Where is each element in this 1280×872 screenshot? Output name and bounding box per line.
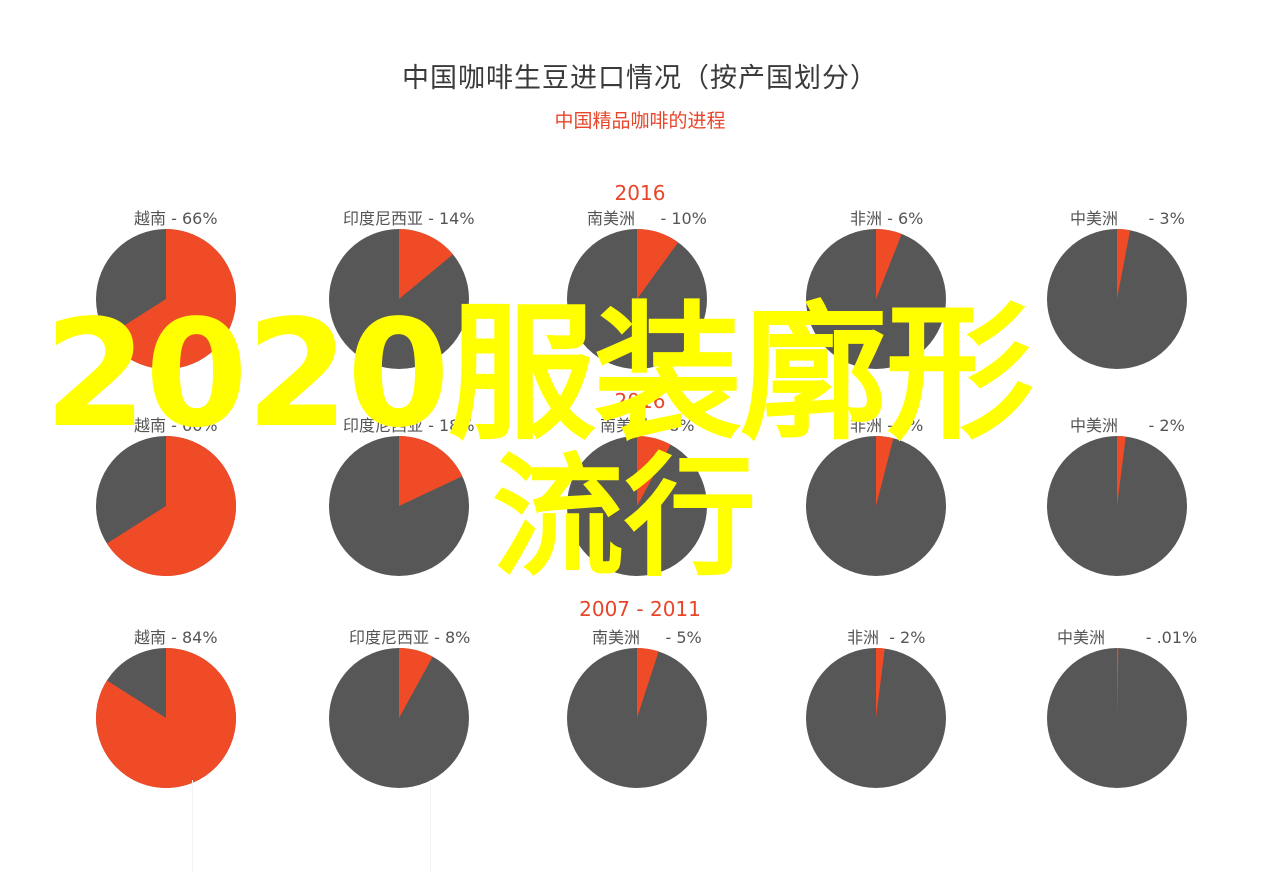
pie-label: 中美洲 - .01% [1057,624,1197,648]
label-separator: - [635,209,672,228]
divider-line [192,780,193,872]
label-separator: - [423,209,439,228]
period-label: 2016 [614,389,666,413]
pie-chart [329,436,469,576]
label-separator: - [882,416,898,435]
pie-label: 印度尼西亚 - 8% [349,624,470,648]
pie-chart [96,229,237,369]
pie-share-slice [106,436,237,576]
pie-label: 非洲 - 4% [850,412,923,436]
label-separator: - [1118,209,1160,228]
pie-share-slice [106,229,237,369]
chart-title: 中国咖啡生豆进口情况（按产国划分） [402,63,878,94]
period-label: 2007 - 2011 [579,597,701,621]
pie-label: 越南 - 66% [134,205,218,229]
label-separator: - [166,416,182,435]
country-name: 非洲 [850,416,883,435]
label-separator: - [166,209,182,228]
chart-subtitle: 中国精品咖啡的进程 [554,110,726,132]
pie-label: 南美洲 - 5% [592,624,702,648]
pie-chart [567,436,707,576]
share-value: 6% [897,209,924,228]
country-name: 非洲 [850,209,883,228]
pie-chart [806,436,946,576]
share-value: 4% [897,416,924,435]
pie-share-slice [399,436,463,506]
country-name: 印度尼西亚 [343,209,424,228]
pie-chart [96,648,237,788]
pie-share-slice [876,229,902,299]
pie-chart [329,229,469,369]
share-value: 14% [438,209,475,228]
pie-chart [329,648,469,788]
label-separator: - [1105,628,1157,647]
label-separator: - [1118,416,1160,435]
pie-label: 南美洲 - 8% [600,412,694,436]
pie-label: 非洲 - 2% [847,624,925,648]
country-name: 越南 [134,628,167,647]
pie-label: 中美洲 - 2% [1070,412,1185,436]
share-value: 3% [1159,209,1185,228]
pie-chart [1047,229,1187,369]
pie-label: 印度尼西亚 - 18% [343,412,475,436]
pie-label: 越南 - 84% [134,624,218,648]
pie-chart [567,648,707,788]
pie-share-slice [1117,647,1119,718]
pie-share-slice [96,648,237,788]
pie-share-slice [1117,229,1131,299]
share-value: 5% [676,628,702,647]
label-separator: - [648,416,670,435]
pie-chart [1047,436,1187,576]
pie-chart [567,229,707,369]
pie-share-slice [637,648,659,718]
pie-label: 印度尼西亚 - 14% [343,205,475,229]
country-name: 中美洲 [1057,628,1106,647]
share-value: .01% [1156,628,1198,647]
country-name: 南美洲 [592,628,641,647]
pie-chart [1047,647,1187,788]
pie-label: 中美洲 - 3% [1070,205,1185,229]
pie-share-slice [637,436,671,506]
pie-share-slice [399,648,433,718]
period-label: 2016 [614,181,666,205]
country-name: 非洲 [847,628,880,647]
pie-label: 南美洲 - 10% [587,205,707,229]
pie-chart [96,436,237,576]
divider-line [430,780,431,872]
pie-share-slice [399,229,453,299]
country-name: 中美洲 [1070,209,1119,228]
label-separator: - [879,628,901,647]
pie-label: 非洲 - 6% [850,205,923,229]
pie-share-slice [637,229,679,299]
pie-share-slice [876,648,885,718]
pie-share-slice [1117,436,1126,506]
share-value: 66% [181,209,218,228]
country-name: 南美洲 [587,209,636,228]
label-separator: - [423,416,439,435]
country-name: 越南 [134,416,167,435]
pie-share-slice [876,436,894,506]
country-name: 印度尼西亚 [343,416,424,435]
pie-chart [806,648,946,788]
country-name: 南美洲 [600,416,649,435]
pie-label: 越南 - 66% [134,412,218,436]
label-separator: - [882,209,898,228]
country-name: 越南 [134,209,167,228]
share-value: 8% [669,416,695,435]
share-value: 10% [671,209,707,228]
share-value: 2% [1159,416,1185,435]
country-name: 中美洲 [1070,416,1119,435]
label-separator: - [429,628,445,647]
country-name: 印度尼西亚 [349,628,430,647]
share-value: 84% [181,628,218,647]
share-value: 66% [181,416,218,435]
share-value: 8% [444,628,471,647]
share-value: 18% [438,416,475,435]
label-separator: - [640,628,677,647]
share-value: 2% [900,628,926,647]
label-separator: - [166,628,182,647]
pie-chart [806,229,946,369]
